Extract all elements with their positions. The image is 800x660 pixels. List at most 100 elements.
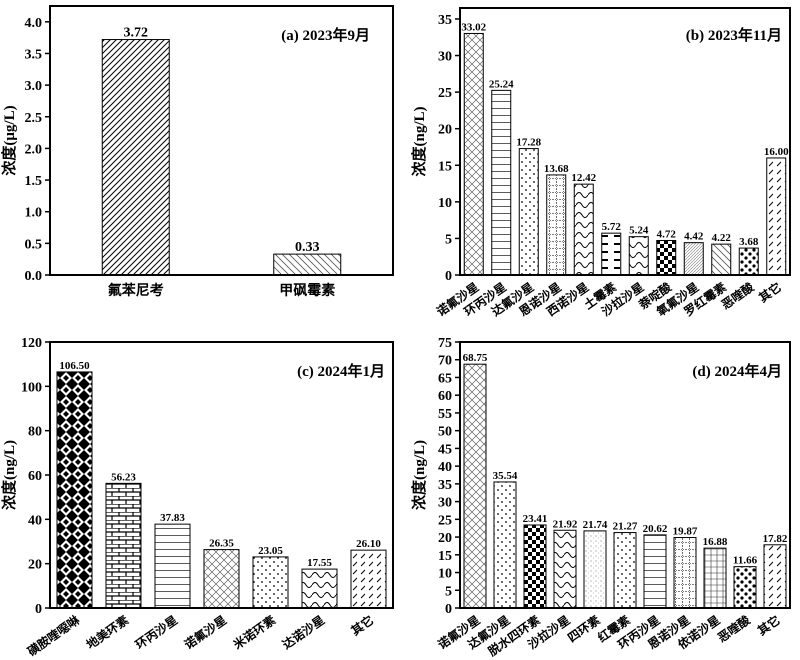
bar <box>273 253 342 276</box>
y-tick-label: 2.5 <box>25 111 43 126</box>
bar-value-label: 5.24 <box>629 225 649 237</box>
y-tick-label: 3.0 <box>25 79 43 94</box>
y-tick-label: 2.0 <box>25 142 43 157</box>
bar <box>673 537 697 609</box>
bar <box>738 247 759 276</box>
bar-value-label: 23.41 <box>523 513 548 525</box>
bar <box>656 239 677 276</box>
bar-value-label: 68.75 <box>463 352 488 364</box>
bar <box>350 549 387 609</box>
bar <box>301 568 338 609</box>
x-tick-label: 其它 <box>754 612 782 638</box>
bar <box>463 363 487 609</box>
plot-frame <box>49 5 394 276</box>
y-tick-label: 35 <box>438 478 452 493</box>
bar-value-label: 4.72 <box>657 228 677 240</box>
bar-value-label: 37.83 <box>160 512 185 524</box>
y-tick-label: 20 <box>438 123 452 138</box>
bar <box>613 532 637 609</box>
chart-panel-4: 05101520253035404550556065707568.75诺氟沙星3… <box>410 336 791 659</box>
bar <box>463 32 484 276</box>
panel-title: (d) 2024年4月 <box>692 362 782 380</box>
y-tick-label: 10 <box>438 567 452 582</box>
bar <box>553 529 577 609</box>
bar-value-label: 11.66 <box>733 555 758 567</box>
bar-value-label: 13.68 <box>544 163 569 175</box>
x-tick-label: 其它 <box>756 279 784 305</box>
bar <box>763 544 787 609</box>
y-tick-label: 5 <box>445 232 452 247</box>
bar <box>546 174 567 276</box>
bar <box>601 232 622 276</box>
bar <box>518 148 539 276</box>
y-axis-label: 浓度(ng/L) <box>410 106 428 176</box>
y-tick-label: 0 <box>445 602 452 617</box>
y-tick-label: 70 <box>438 354 452 369</box>
bar-value-label: 33.02 <box>461 21 486 33</box>
x-tick-label: 其它 <box>348 612 376 638</box>
bar <box>154 523 191 609</box>
y-tick-label: 25 <box>438 513 452 528</box>
bar <box>583 530 607 609</box>
y-tick-label: 5 <box>445 584 452 599</box>
y-tick-label: 20 <box>28 558 42 573</box>
bar <box>491 89 512 276</box>
bar-value-label: 21.27 <box>613 521 638 533</box>
y-tick-label: 0 <box>35 602 42 617</box>
x-tick-label: 环丙沙星 <box>133 613 180 652</box>
y-tick-label: 60 <box>28 469 42 484</box>
bar-value-label: 0.33 <box>295 240 320 255</box>
plot-frame <box>459 341 791 609</box>
y-tick-label: 30 <box>438 50 452 65</box>
bar-value-label: 16.00 <box>764 146 789 158</box>
y-tick-label: 50 <box>438 425 452 440</box>
bar-value-label: 5.72 <box>602 221 622 233</box>
y-tick-label: 1.0 <box>25 206 43 221</box>
x-tick-label: 恶喹酸 <box>715 612 754 646</box>
bar-value-label: 17.55 <box>307 557 332 569</box>
y-tick-label: 40 <box>438 460 452 475</box>
bar <box>203 549 240 609</box>
bar-value-label: 20.62 <box>643 523 668 535</box>
panel-title: (a) 2023年9月 <box>281 26 370 44</box>
x-tick-label: 甲砜霉素 <box>279 282 335 299</box>
y-tick-label: 30 <box>438 496 452 511</box>
bar <box>523 524 547 609</box>
panel-title: (b) 2023年11月 <box>686 26 782 44</box>
y-tick-label: 20 <box>438 531 452 546</box>
bar <box>493 481 517 609</box>
bar-value-label: 21.74 <box>583 519 608 531</box>
bar <box>56 371 93 609</box>
y-axis-label: 浓度(μg/L) <box>0 105 18 175</box>
plot-frame <box>49 341 394 609</box>
y-tick-label: 1.5 <box>25 174 43 189</box>
y-tick-label: 0 <box>445 269 452 284</box>
bar <box>643 534 667 609</box>
bar-value-label: 3.72 <box>124 26 149 41</box>
y-tick-label: 25 <box>438 86 452 101</box>
bar-value-label: 12.42 <box>571 172 596 184</box>
y-tick-label: 10 <box>438 196 452 211</box>
y-tick-label: 15 <box>438 159 452 174</box>
bar <box>573 183 594 276</box>
x-tick-label: 米诺环素 <box>230 612 278 652</box>
bar-value-label: 25.24 <box>489 78 514 90</box>
y-tick-label: 120 <box>21 336 42 351</box>
panel-title: (c) 2024年1月 <box>297 362 385 380</box>
bar-value-label: 19.87 <box>673 526 698 538</box>
bar <box>252 556 289 609</box>
y-tick-label: 15 <box>438 549 452 564</box>
bar-value-label: 23.05 <box>258 545 283 557</box>
y-tick-label: 0.0 <box>25 269 43 284</box>
bar-value-label: 3.68 <box>739 236 759 248</box>
x-tick-label: 诺氟沙星 <box>181 612 229 652</box>
y-tick-label: 60 <box>438 389 452 404</box>
bar <box>703 547 727 609</box>
y-tick-label: 4.0 <box>25 16 43 31</box>
y-axis-label: 浓度(ng/L) <box>410 440 428 510</box>
bar-value-label: 21.92 <box>553 518 578 530</box>
x-tick-label: 地美环素 <box>83 612 131 652</box>
y-axis-label: 浓度(ng/L) <box>0 440 18 510</box>
